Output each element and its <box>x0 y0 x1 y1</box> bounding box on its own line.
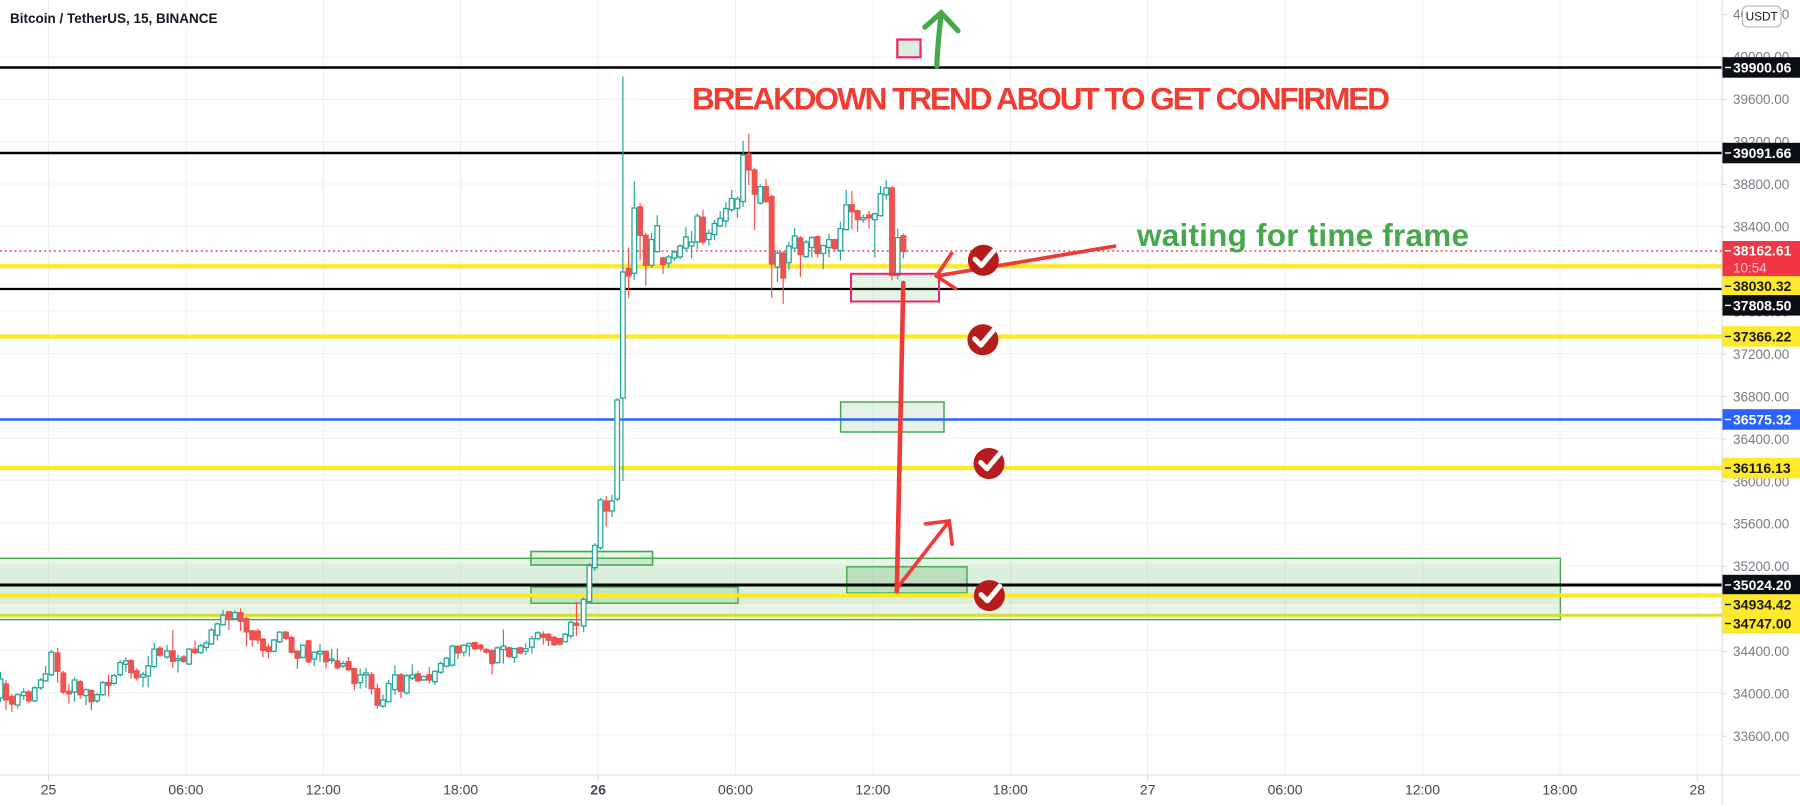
svg-text:34934.42: 34934.42 <box>1733 596 1792 612</box>
svg-text:27: 27 <box>1140 782 1156 798</box>
svg-text:12:00: 12:00 <box>306 782 341 798</box>
svg-text:39900.06: 39900.06 <box>1733 59 1792 75</box>
svg-text:waiting for time frame: waiting for time frame <box>1136 217 1469 253</box>
svg-text:35600.00: 35600.00 <box>1733 517 1789 532</box>
svg-text:35200.00: 35200.00 <box>1733 559 1789 574</box>
svg-text:36575.32: 36575.32 <box>1733 411 1792 427</box>
svg-text:34747.00: 34747.00 <box>1733 615 1792 631</box>
svg-text:28: 28 <box>1690 782 1706 798</box>
svg-text:38030.32: 38030.32 <box>1733 278 1792 294</box>
svg-text:18:00: 18:00 <box>443 782 478 798</box>
svg-text:25: 25 <box>41 782 57 798</box>
svg-text:34400.00: 34400.00 <box>1733 644 1789 659</box>
svg-text:06:00: 06:00 <box>718 782 753 798</box>
svg-text:36400.00: 36400.00 <box>1733 432 1789 447</box>
svg-text:12:00: 12:00 <box>1405 782 1440 798</box>
svg-text:38400.00: 38400.00 <box>1733 220 1789 235</box>
svg-text:BREAKDOWN TREND ABOUT TO GET C: BREAKDOWN TREND ABOUT TO GET CONFIRMED <box>692 81 1390 117</box>
svg-text:10:54: 10:54 <box>1733 260 1767 275</box>
svg-text:36116.13: 36116.13 <box>1733 460 1791 476</box>
svg-text:06:00: 06:00 <box>168 782 203 798</box>
svg-text:33600.00: 33600.00 <box>1733 729 1789 744</box>
svg-text:37366.22: 37366.22 <box>1733 328 1792 344</box>
svg-text:12:00: 12:00 <box>855 782 890 798</box>
svg-text:USDT: USDT <box>1746 10 1778 24</box>
svg-text:38800.00: 38800.00 <box>1733 177 1789 192</box>
svg-text:37200.00: 37200.00 <box>1733 347 1789 362</box>
svg-text:18:00: 18:00 <box>993 782 1028 798</box>
svg-text:Bitcoin / TetherUS, 15, BINANC: Bitcoin / TetherUS, 15, BINANCE <box>10 11 218 26</box>
svg-text:26: 26 <box>590 782 606 798</box>
svg-text:06:00: 06:00 <box>1268 782 1303 798</box>
svg-text:39091.66: 39091.66 <box>1733 145 1792 161</box>
svg-text:18:00: 18:00 <box>1542 782 1577 798</box>
svg-text:39600.00: 39600.00 <box>1733 92 1789 107</box>
svg-text:37808.50: 37808.50 <box>1733 297 1792 313</box>
svg-text:34000.00: 34000.00 <box>1733 687 1789 702</box>
svg-text:36800.00: 36800.00 <box>1733 389 1789 404</box>
svg-text:35024.20: 35024.20 <box>1733 577 1792 593</box>
svg-text:38162.61: 38162.61 <box>1733 243 1792 259</box>
